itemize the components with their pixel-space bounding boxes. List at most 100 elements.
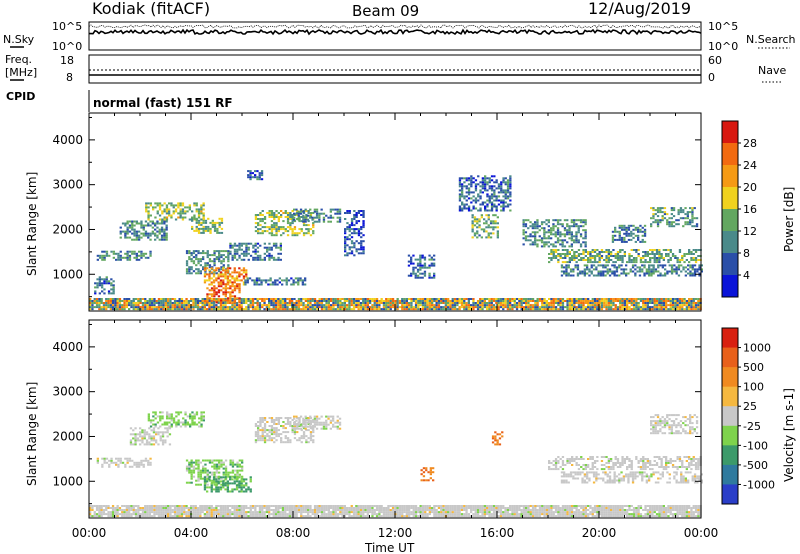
heatmap-cell: [312, 224, 315, 227]
heatmap-cell: [357, 210, 361, 212]
heatmap-cell: [137, 300, 140, 302]
heatmap-cell: [262, 279, 265, 282]
heatmap-cell: [268, 248, 271, 251]
heatmap-cell: [554, 302, 558, 304]
heatmap-cell: [224, 299, 227, 302]
heatmap-cell: [284, 298, 287, 300]
heatmap-cell: [387, 509, 390, 511]
heatmap-cell: [284, 509, 287, 511]
heatmap-cell: [559, 302, 562, 304]
heatmap-cell: [325, 308, 328, 311]
heatmap-cell: [577, 253, 581, 255]
heatmap-cell: [483, 304, 486, 307]
heatmap-cell: [431, 302, 434, 304]
heatmap-cell: [334, 513, 337, 516]
heatmap-cell: [297, 214, 300, 217]
heatmap-cell: [557, 298, 560, 300]
heatmap-cell: [235, 513, 239, 516]
heatmap-cell: [169, 298, 172, 300]
heatmap-cell: [540, 241, 544, 244]
heatmap-cell: [154, 234, 157, 237]
heatmap-cell: [249, 174, 252, 177]
heatmap-cell: [288, 298, 291, 300]
heatmap-cell: [484, 207, 487, 210]
heatmap-cell: [496, 226, 499, 229]
heatmap-cell: [264, 279, 268, 282]
heatmap-cell: [634, 272, 637, 275]
heatmap-cell: [170, 214, 173, 217]
heatmap-cell: [451, 306, 454, 309]
heatmap-cell: [575, 223, 578, 226]
heatmap-cell: [201, 300, 204, 302]
heatmap-cell: [587, 253, 590, 255]
heatmap-cell: [688, 302, 691, 304]
heatmap-cell: [254, 226, 258, 229]
heatmap-cell: [238, 505, 241, 507]
heatmap-cell: [477, 175, 480, 178]
heatmap-cell: [556, 227, 560, 230]
heatmap-cell: [346, 308, 349, 311]
heatmap-cell: [206, 297, 209, 300]
heatmap-cell: [587, 298, 590, 300]
heatmap-cell: [318, 304, 321, 307]
heatmap-cell: [119, 250, 122, 253]
heatmap-cell: [89, 302, 92, 304]
heatmap-cell: [684, 213, 687, 216]
heatmap-cell: [502, 306, 505, 309]
heatmap-cell: [265, 308, 268, 311]
heatmap-cell: [682, 266, 685, 269]
heatmap-cell: [286, 306, 289, 309]
heatmap-cell: [208, 509, 211, 511]
heatmap-cell: [606, 264, 609, 267]
heatmap-cell: [268, 212, 271, 214]
heatmap-cell: [371, 306, 374, 309]
heatmap-cell: [171, 511, 174, 514]
heatmap-cell: [534, 225, 537, 228]
heatmap-cell: [433, 513, 436, 516]
heatmap-cell: [355, 304, 358, 307]
heatmap-cell: [155, 302, 158, 304]
heatmap-cell: [218, 270, 221, 273]
heatmap-cell: [547, 219, 550, 222]
heatmap-cell: [366, 505, 369, 507]
heatmap-cell: [522, 229, 525, 232]
heatmap-cell: [151, 505, 154, 507]
heatmap-cell: [210, 281, 213, 284]
heatmap-cell: [162, 308, 165, 311]
heatmap-cell: [89, 300, 92, 302]
heatmap-cell: [661, 215, 664, 218]
heatmap-cell: [114, 308, 117, 311]
heatmap-cell: [637, 253, 640, 255]
heatmap-cell: [313, 507, 317, 509]
heatmap-cell: [208, 511, 211, 514]
heatmap-cell: [125, 302, 128, 304]
heatmap-cell: [570, 239, 573, 242]
heatmap-cell: [295, 306, 298, 309]
heatmap-cell: [249, 170, 252, 173]
heatmap-cell: [669, 302, 672, 304]
heatmap-cell: [410, 306, 413, 309]
heatmap-cell: [608, 268, 612, 271]
heatmap-cell: [210, 289, 214, 292]
heatmap-cell: [185, 298, 188, 300]
heatmap-cell: [154, 206, 157, 209]
heatmap-cell: [490, 187, 494, 190]
heatmap-cell: [435, 509, 438, 511]
heatmap-cell: [520, 298, 523, 300]
heatmap-cell: [570, 245, 573, 248]
heatmap-cell: [245, 505, 248, 507]
heatmap-cell: [231, 254, 234, 257]
heatmap-cell: [261, 505, 264, 507]
heatmap-cell: [218, 225, 221, 228]
heatmap-cell: [307, 507, 310, 509]
heatmap-cell: [244, 279, 247, 282]
heatmap-cell: [293, 226, 297, 229]
heatmap-cell: [632, 249, 636, 251]
heatmap-cell: [362, 302, 365, 304]
heatmap-cell: [224, 513, 227, 516]
heatmap-cell: [513, 298, 516, 300]
heatmap-cell: [653, 257, 656, 259]
heatmap-cell: [309, 509, 312, 511]
heatmap-cell: [620, 238, 624, 241]
heatmap-cell: [674, 300, 677, 302]
